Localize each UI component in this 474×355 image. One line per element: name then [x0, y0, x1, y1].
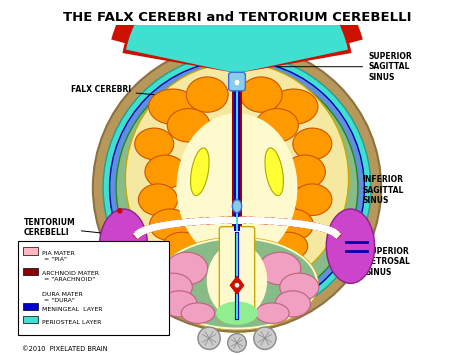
FancyBboxPatch shape — [219, 226, 255, 321]
Ellipse shape — [191, 148, 209, 196]
Wedge shape — [122, 0, 352, 73]
Ellipse shape — [153, 273, 192, 301]
Ellipse shape — [176, 113, 298, 262]
Text: ARCHNOID MATER
 = "ARACHNOID": ARCHNOID MATER = "ARACHNOID" — [42, 271, 99, 282]
Ellipse shape — [216, 301, 258, 325]
Ellipse shape — [181, 303, 215, 323]
Ellipse shape — [284, 155, 325, 189]
Ellipse shape — [235, 283, 239, 288]
FancyBboxPatch shape — [228, 72, 246, 91]
Ellipse shape — [232, 200, 242, 213]
Wedge shape — [126, 0, 348, 73]
Ellipse shape — [109, 60, 365, 315]
Ellipse shape — [158, 239, 316, 328]
Text: PERIOSTEAL LAYER: PERIOSTEAL LAYER — [42, 320, 101, 325]
Text: SUPERIOR
PETROSAL
SINUS: SUPERIOR PETROSAL SINUS — [353, 247, 410, 277]
Ellipse shape — [255, 303, 289, 323]
Circle shape — [254, 327, 276, 349]
Ellipse shape — [235, 80, 239, 85]
Ellipse shape — [280, 273, 319, 301]
Circle shape — [198, 327, 220, 349]
Ellipse shape — [273, 209, 313, 241]
Polygon shape — [230, 277, 244, 294]
Text: FALX CEREBRI: FALX CEREBRI — [71, 86, 225, 101]
Ellipse shape — [270, 89, 318, 124]
Ellipse shape — [93, 43, 381, 332]
Circle shape — [117, 208, 123, 214]
Ellipse shape — [275, 291, 310, 317]
Text: PETROUS RIDGE
of the
TEMPORAL BONE: PETROUS RIDGE of the TEMPORAL BONE — [24, 250, 128, 280]
Ellipse shape — [100, 209, 148, 283]
Text: SUPERIOR
SAGITTAL
SINUS: SUPERIOR SAGITTAL SINUS — [277, 52, 412, 82]
Wedge shape — [111, 0, 363, 73]
Ellipse shape — [293, 184, 332, 215]
Ellipse shape — [167, 109, 210, 142]
Ellipse shape — [240, 77, 282, 112]
Ellipse shape — [116, 67, 358, 308]
Text: DURA MATER
 = "DURA": DURA MATER = "DURA" — [42, 292, 82, 302]
Ellipse shape — [207, 244, 267, 318]
Circle shape — [228, 334, 246, 352]
Ellipse shape — [138, 184, 177, 215]
Text: INFERIOR
SAGITTAL
SINUS: INFERIOR SAGITTAL SINUS — [258, 175, 404, 205]
Ellipse shape — [255, 109, 298, 142]
Ellipse shape — [145, 155, 186, 189]
Ellipse shape — [269, 232, 308, 260]
FancyBboxPatch shape — [23, 303, 38, 310]
Text: PIA MATER
 = "PIA": PIA MATER = "PIA" — [42, 251, 74, 262]
Ellipse shape — [265, 148, 283, 196]
Ellipse shape — [186, 77, 228, 112]
Ellipse shape — [166, 252, 208, 285]
Ellipse shape — [135, 128, 174, 160]
FancyBboxPatch shape — [23, 316, 38, 323]
Ellipse shape — [293, 128, 332, 160]
Text: TENTORIUM
CEREBELLI: TENTORIUM CEREBELLI — [24, 218, 137, 237]
Text: MENINGEAL  LAYER: MENINGEAL LAYER — [42, 307, 102, 312]
Ellipse shape — [259, 252, 301, 285]
Ellipse shape — [162, 291, 197, 317]
Ellipse shape — [150, 209, 191, 241]
Ellipse shape — [163, 232, 201, 260]
Ellipse shape — [149, 89, 197, 124]
FancyBboxPatch shape — [23, 247, 38, 255]
Ellipse shape — [155, 237, 319, 330]
Title: THE FALX CEREBRI and TENTORIUM CEREBELLI: THE FALX CEREBRI and TENTORIUM CEREBELLI — [63, 11, 411, 24]
FancyBboxPatch shape — [18, 241, 169, 335]
Text: ©2010  PIXELATED BRAIN: ©2010 PIXELATED BRAIN — [22, 346, 108, 352]
Ellipse shape — [126, 63, 348, 294]
FancyBboxPatch shape — [23, 268, 38, 275]
Ellipse shape — [103, 54, 371, 322]
Ellipse shape — [326, 209, 374, 283]
